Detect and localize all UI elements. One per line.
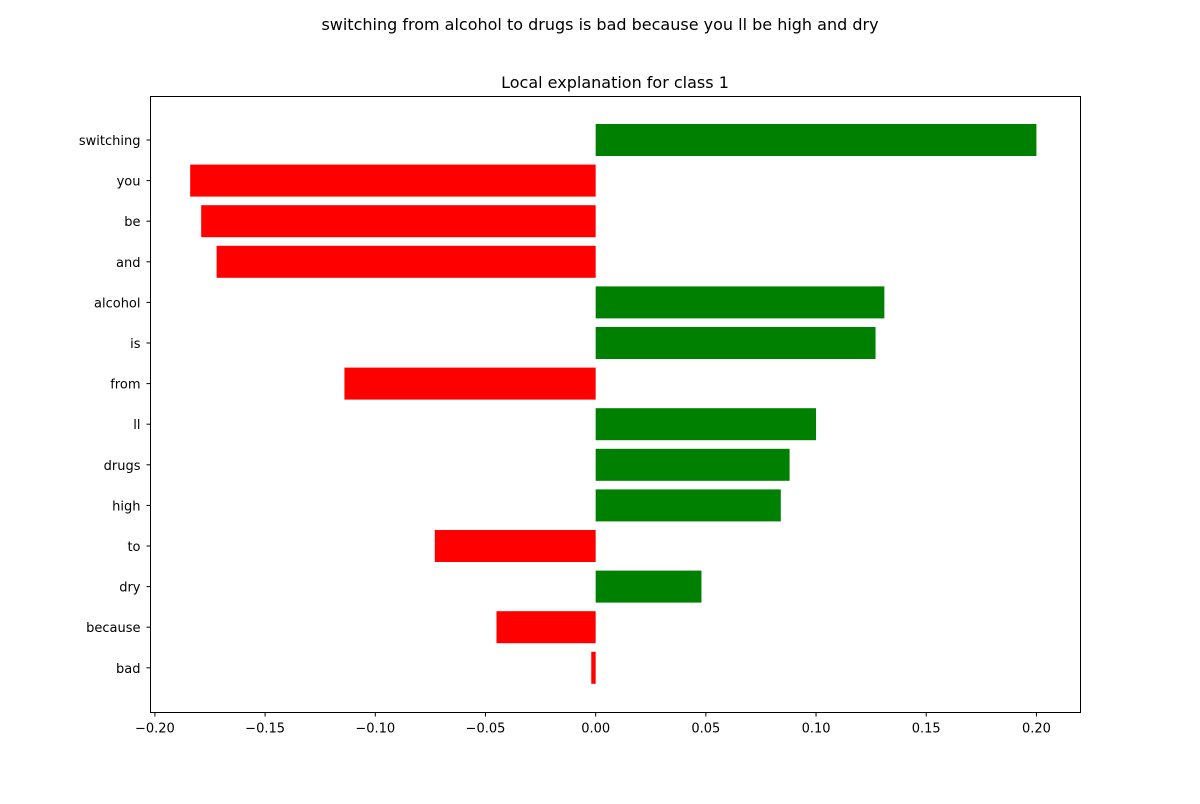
bar-alcohol: [595, 286, 885, 319]
y-tick-label-to: to: [127, 540, 140, 555]
y-tick-label-high: high: [112, 499, 140, 514]
y-tick-label-dry: dry: [119, 581, 141, 596]
bar-to: [434, 530, 596, 562]
bar-drugs: [595, 448, 790, 481]
bar-you: [190, 164, 596, 197]
x-tick-label: −0.15: [245, 722, 285, 737]
bar-and: [216, 245, 596, 278]
x-tick-label: 0.05: [691, 722, 720, 737]
bar-because: [496, 611, 596, 644]
y-tick-label-because: because: [86, 621, 140, 636]
y-tick-label-be: be: [124, 215, 140, 230]
y-tick-label-and: and: [116, 256, 140, 271]
bar-ll: [595, 408, 817, 441]
axes-frame: [150, 96, 1081, 713]
x-tick-label: 0.20: [1022, 722, 1051, 737]
bar-switching: [595, 124, 1037, 156]
x-tick-label: 0.00: [581, 722, 610, 737]
y-tick-label-from: from: [110, 378, 140, 393]
bar-bad: [591, 651, 596, 684]
bar-high: [595, 489, 781, 522]
bar-from: [344, 367, 596, 400]
x-tick-label: −0.05: [466, 722, 506, 737]
x-axis-ticks: −0.20 −0.15 −0.10 −0.05 0.00 0.05 0.10 0.15 0.20: [135, 712, 1051, 737]
x-tick-label: 0.15: [912, 722, 941, 737]
y-tick-label-ll: ll: [133, 418, 140, 433]
x-tick-label: −0.20: [135, 722, 175, 737]
figure-suptitle: switching from alcohol to drugs is bad b…: [321, 15, 878, 34]
y-tick-label-alcohol: alcohol: [94, 296, 140, 311]
bar-dry: [595, 570, 702, 603]
y-tick-label-switching: switching: [79, 134, 141, 149]
bar-be: [201, 205, 596, 238]
y-axis-ticks: switching you be and alcohol is from ll drugs hig…: [79, 134, 151, 677]
bar-is: [595, 327, 876, 359]
x-tick-label: 0.10: [802, 722, 831, 737]
y-tick-label-is: is: [130, 337, 141, 352]
y-tick-label-drugs: drugs: [104, 459, 141, 474]
x-tick-label: −0.10: [355, 722, 395, 737]
axes-title: Local explanation for class 1: [501, 73, 729, 92]
y-tick-label-you: you: [117, 175, 141, 190]
y-tick-label-bad: bad: [116, 662, 140, 677]
bars-layer: [190, 124, 1037, 684]
